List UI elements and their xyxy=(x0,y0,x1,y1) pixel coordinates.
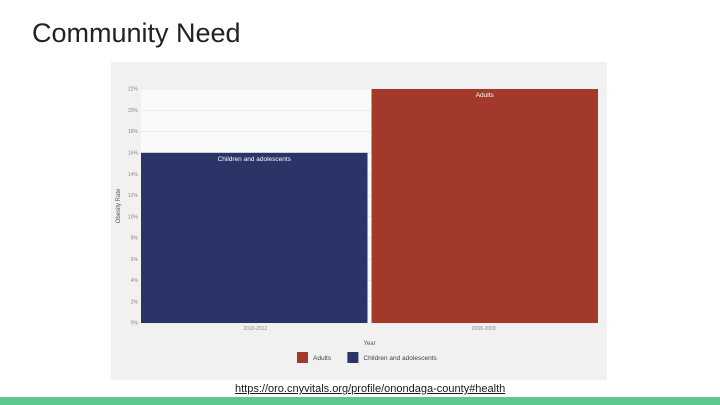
legend-label: Adults xyxy=(313,355,332,362)
x-tick-label: 2008-2009 xyxy=(472,326,496,332)
x-axis-label: Year xyxy=(363,341,375,347)
y-tick-label: 18% xyxy=(128,129,139,135)
y-tick-label: 6% xyxy=(131,257,139,263)
y-tick-label: 14% xyxy=(128,172,139,178)
bottom-accent-bar xyxy=(0,397,720,405)
legend-swatch xyxy=(347,352,359,363)
slide-title: Community Need xyxy=(32,18,241,48)
bar-label: Adults xyxy=(476,92,495,99)
bar-children-and-adolescents xyxy=(141,152,368,323)
y-tick-label: 12% xyxy=(128,193,139,199)
source-link[interactable]: https://oro.cnyvitals.org/profile/ononda… xyxy=(235,383,506,395)
bar-label: Children and adolescents xyxy=(218,156,292,163)
y-tick-label: 8% xyxy=(131,236,139,242)
y-tick-label: 2% xyxy=(131,299,139,305)
obesity-bar-chart: 0% 2% 4% 6% 8% 10% 12% 14% 16% 18% 20% 22% Children … xyxy=(116,87,598,363)
y-tick-label: 10% xyxy=(128,214,139,220)
y-tick-label: 0% xyxy=(131,321,139,327)
y-tick-label: 4% xyxy=(131,278,139,284)
legend-swatch xyxy=(297,352,308,363)
y-axis-label: Obesity Rate xyxy=(116,188,122,223)
bar-adults xyxy=(371,89,598,323)
y-tick-label: 22% xyxy=(128,87,139,93)
chart-panel: 0% 2% 4% 6% 8% 10% 12% 14% 16% 18% 20% 22% Children … xyxy=(111,62,607,380)
y-tick-label: 20% xyxy=(128,108,139,114)
legend-label: Children and adolescents xyxy=(363,355,437,362)
y-tick-label: 16% xyxy=(128,151,139,157)
x-tick-label: 2010-2012 xyxy=(243,326,267,332)
